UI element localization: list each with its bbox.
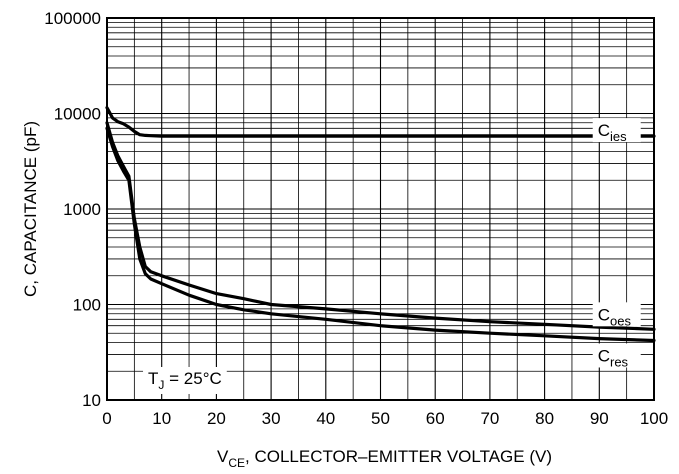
annotation-background (143, 366, 227, 394)
x-tick-label: 0 (102, 409, 111, 428)
series-label-background (592, 343, 641, 368)
x-tick-label: 30 (262, 409, 281, 428)
series-label-sub: res (610, 354, 629, 369)
x-tick-label: 60 (426, 409, 445, 428)
series-label-main: C (598, 121, 610, 140)
series-label-main: C (598, 305, 610, 324)
x-tick-label: 90 (590, 409, 609, 428)
y-tick-label: 10000 (54, 105, 101, 124)
annotation-sub: J (158, 378, 164, 392)
x-axis-title-rest: , COLLECTOR–EMITTER VOLTAGE (V) (245, 447, 552, 466)
x-tick-label: 10 (152, 409, 171, 428)
series-line-cies (105, 106, 656, 138)
annotation-main: T (148, 369, 158, 388)
temperature-annotation: TJ = 25°C (143, 366, 227, 394)
x-tick-label: 50 (371, 409, 390, 428)
series-line-coes (105, 121, 656, 331)
series-line-cres (105, 126, 656, 343)
grid (107, 18, 654, 400)
series-label-background (592, 302, 641, 327)
series-label-cies: Cies (598, 121, 627, 144)
y-tick-label: 100000 (44, 9, 101, 28)
x-tick-label: 40 (316, 409, 335, 428)
x-tick-label: 20 (207, 409, 226, 428)
x-tick-label: 100 (640, 409, 668, 428)
annotation-rest: = 25°C (164, 369, 221, 388)
y-tick-label: 100 (73, 296, 101, 315)
y-tick-label: 10 (82, 391, 101, 410)
series-label-background (592, 118, 641, 143)
series-label-sub: ies (610, 129, 627, 144)
y-axis-title: C, CAPACITANCE (pF) (21, 121, 40, 297)
annotation-text: TJ = 25°C (148, 369, 222, 392)
x-axis-title-main: V (217, 447, 229, 466)
series-label-cres: Cres (598, 346, 629, 369)
x-axis-title-sub: CE (228, 456, 245, 470)
series-label-coes: Coes (598, 305, 632, 328)
x-tick-label: 80 (535, 409, 554, 428)
series-lines (105, 106, 656, 343)
y-tick-label: 1000 (63, 200, 101, 219)
series-label-main: C (598, 346, 610, 365)
series-label-sub: oes (610, 313, 631, 328)
x-tick-label: 70 (480, 409, 499, 428)
x-axis-title: VCE, COLLECTOR–EMITTER VOLTAGE (V) (217, 447, 552, 470)
labels: 0 10 20 30 40 50 60 70 80 90 100101001000100001000… (44, 9, 668, 428)
plot-frame (106, 17, 655, 401)
